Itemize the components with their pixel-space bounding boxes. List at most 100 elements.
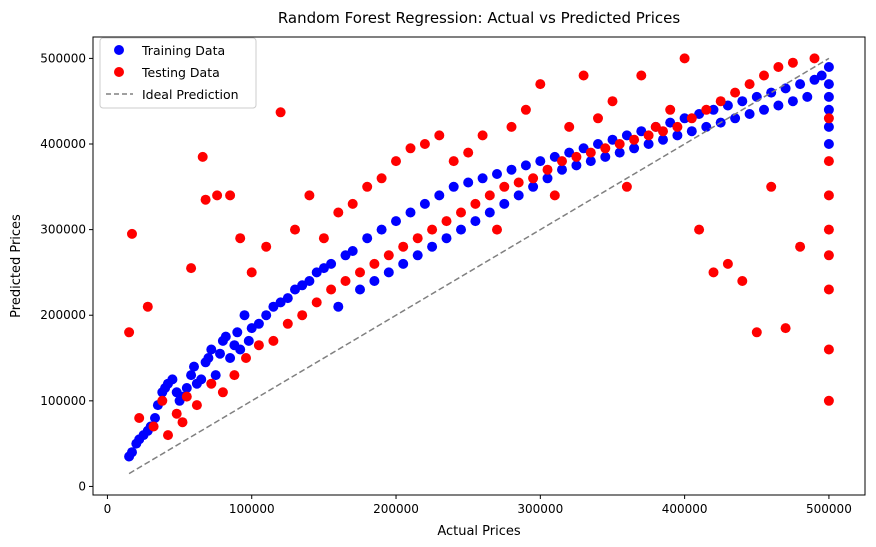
testing-data-point (809, 53, 820, 64)
ideal-prediction-line (128, 57, 830, 475)
testing-data-point (708, 267, 719, 278)
training-data-point (636, 126, 647, 137)
training-data-point (355, 284, 365, 295)
training-data-point (215, 348, 225, 359)
testing-data-point (593, 113, 603, 124)
testing-data-point (246, 267, 257, 278)
y-tick-label: 400000 (40, 137, 86, 151)
testing-data-point (318, 233, 329, 244)
testing-data-point (629, 134, 640, 145)
testing-data-point (191, 400, 202, 411)
training-data-point (376, 224, 387, 235)
testing-data-point (658, 126, 668, 137)
testing-data-point (715, 96, 726, 107)
legend-label-testing: Testing Data (141, 65, 220, 80)
testing-data-point (672, 121, 683, 132)
training-data-point (167, 374, 178, 385)
training-data-point (744, 109, 755, 119)
training-data-point (340, 250, 351, 261)
testing-data-point (621, 181, 632, 192)
training-data-point (737, 96, 748, 107)
testing-data-point (528, 173, 539, 184)
training-data-point (816, 70, 827, 81)
training-data-point (557, 164, 567, 175)
testing-data-point (434, 130, 445, 141)
training-data-point (391, 216, 401, 227)
testing-data-point (383, 250, 394, 261)
x-tick-label: 300000 (517, 502, 563, 516)
testing-data-point (571, 151, 582, 162)
testing-data-point (253, 340, 264, 351)
testing-data-point (456, 207, 466, 218)
chart-title: Random Forest Regression: Actual vs Pred… (278, 9, 681, 27)
training-data-point (239, 310, 250, 321)
training-data-point (369, 276, 380, 286)
testing-data-point (376, 173, 387, 184)
testing-data-point (235, 233, 246, 244)
testing-data-point (823, 113, 834, 124)
testing-data-point (311, 297, 322, 308)
plot-area (124, 53, 834, 475)
testing-data-point (134, 413, 145, 423)
x-axis: 0 100000 200000 300000 400000 500000 (104, 495, 852, 516)
training-data-point (203, 353, 214, 363)
x-tick-label: 500000 (806, 502, 852, 516)
testing-data-point (391, 156, 401, 167)
training-data-point (186, 370, 197, 381)
testing-data-point (477, 130, 488, 141)
training-data-point (427, 241, 438, 252)
plot-frame (92, 36, 866, 496)
training-data-point (235, 344, 246, 355)
testing-data-point (347, 198, 358, 209)
testing-data-point (463, 147, 474, 158)
testing-data-point (773, 62, 784, 72)
testing-data-point (333, 207, 344, 218)
testing-data-point (157, 395, 168, 406)
testing-data-point (823, 224, 834, 235)
testing-data-point (557, 156, 567, 167)
testing-data-point (780, 323, 791, 334)
legend-label-ideal: Ideal Prediction (142, 87, 239, 102)
training-data-point (150, 413, 160, 423)
training-data-point (535, 156, 546, 167)
testing-data-point (679, 53, 690, 64)
training-data-point (499, 198, 510, 209)
training-data-point (253, 318, 264, 329)
training-data-point (282, 293, 293, 304)
testing-data-point (823, 395, 834, 406)
training-data-point (484, 207, 495, 218)
training-data-point (304, 276, 315, 286)
testing-data-point (730, 87, 741, 98)
testing-data-point (200, 194, 211, 205)
testing-data-point (643, 130, 654, 141)
training-data-point (419, 198, 430, 209)
testing-data-point (549, 190, 560, 201)
training-data-point (730, 113, 741, 124)
y-tick-label: 500000 (40, 51, 86, 65)
training-data-point (607, 134, 618, 145)
training-data-point (127, 447, 137, 458)
training-data-point (823, 121, 834, 132)
testing-data-point (470, 198, 481, 209)
testing-data-point (787, 57, 798, 68)
training-data-point (593, 139, 603, 149)
training-data-point (434, 190, 445, 201)
testing-data-point (686, 113, 697, 124)
training-data-point (441, 233, 452, 244)
testing-data-point (419, 139, 430, 149)
testing-data-point (197, 151, 208, 162)
legend-marker-testing (114, 67, 124, 77)
testing-data-point (229, 370, 240, 381)
training-data-point (448, 181, 459, 192)
testing-data-point (127, 228, 137, 239)
training-data-point (578, 143, 589, 154)
training-data-point (722, 100, 733, 111)
training-data-point (206, 344, 217, 355)
testing-data-point (241, 353, 251, 363)
points-layer (124, 53, 834, 475)
testing-data-point (701, 104, 712, 115)
x-tick-label: 200000 (373, 502, 419, 516)
testing-data-point (448, 156, 459, 167)
training-data-point (520, 160, 531, 171)
testing-data-point (513, 177, 524, 188)
